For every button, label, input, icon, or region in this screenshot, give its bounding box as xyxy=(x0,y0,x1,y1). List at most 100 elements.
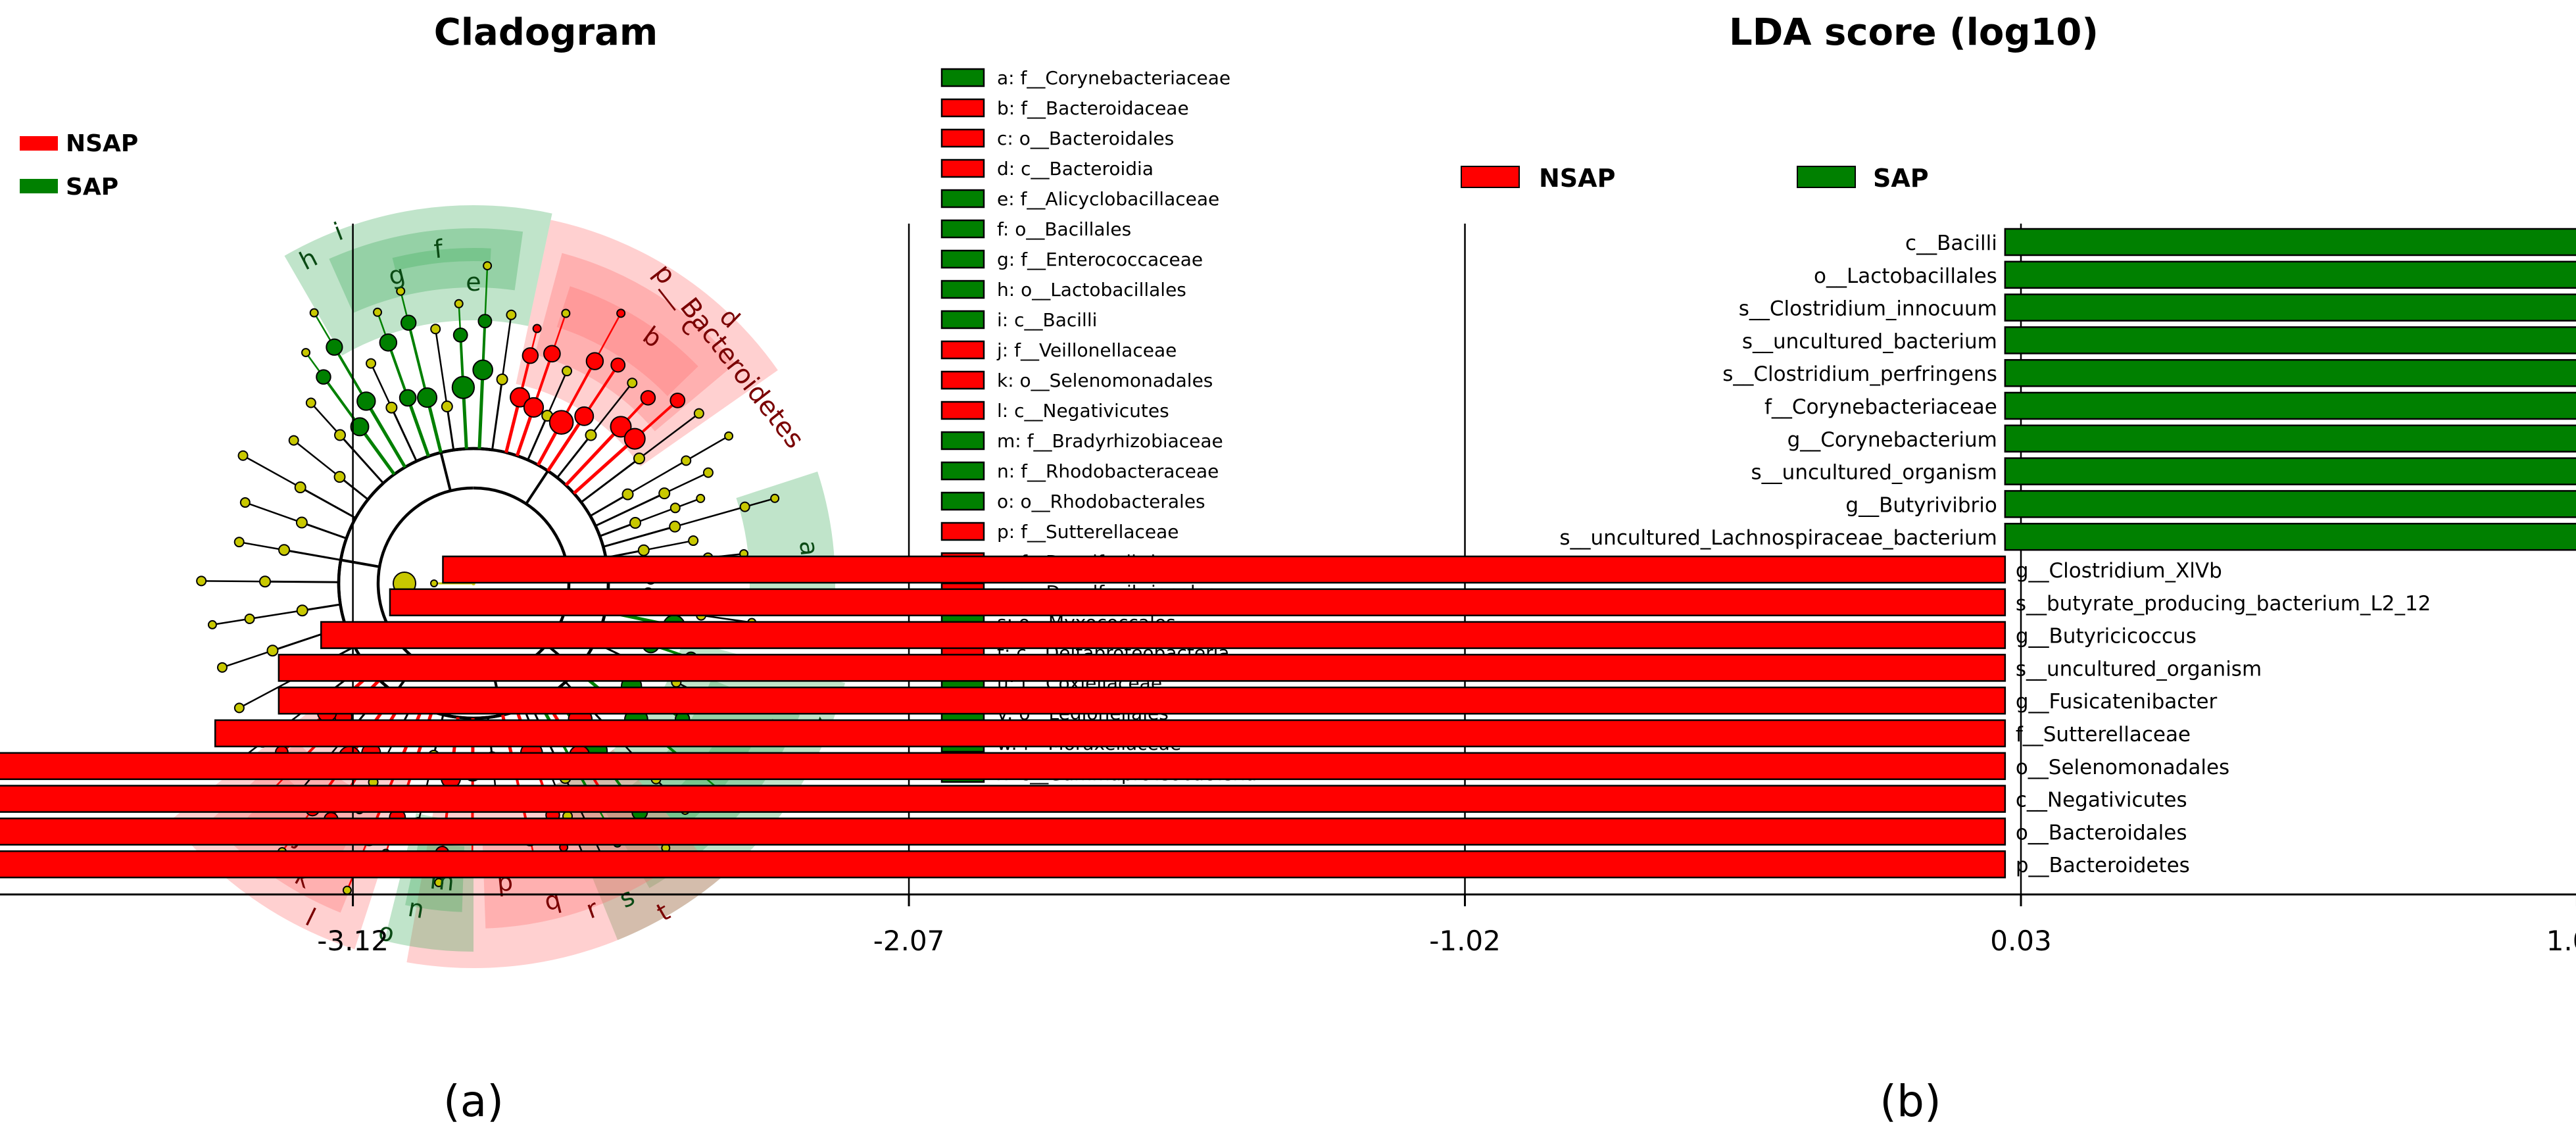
taxa-legend-swatch xyxy=(940,522,985,541)
tree-branch xyxy=(484,266,489,322)
lda-bars xyxy=(0,228,2576,879)
clade-shade xyxy=(384,813,474,952)
taxa-legend-label: j: f__Veillonellaceae xyxy=(996,339,1177,361)
taxa-legend-label: a: f__Corynebacteriaceae xyxy=(997,67,1230,89)
lda-bar xyxy=(0,752,2006,781)
tree-branch xyxy=(595,492,665,527)
tree-node xyxy=(739,501,750,512)
lda-bar xyxy=(2004,293,2576,322)
tree-branch xyxy=(407,322,429,399)
tree-branch xyxy=(406,397,430,457)
group-legend: NSAP SAP xyxy=(20,130,138,201)
tree-branch xyxy=(293,439,341,478)
tree-node xyxy=(334,429,347,441)
tree-node xyxy=(294,481,306,494)
taxa-legend-label: e: f__Alicyclobacillaceae xyxy=(997,188,1219,210)
tree-node xyxy=(430,324,441,335)
tree-node xyxy=(434,877,444,887)
tree-branch xyxy=(491,379,504,451)
tree-branch xyxy=(547,415,586,472)
tree-branch xyxy=(299,486,356,519)
tree-node xyxy=(523,397,545,418)
tree-node xyxy=(532,324,542,333)
tree-node xyxy=(239,497,251,508)
tree-node xyxy=(543,345,561,363)
taxa-legend-label: p: f__Sutterellaceae xyxy=(997,521,1179,543)
tree-node xyxy=(396,286,406,296)
tree-node xyxy=(237,450,249,461)
lda-x-ticks: -5.22-4.17-3.12-2.07-1.020.031.082.133.1… xyxy=(317,894,2576,957)
lda-bar-label: s__uncultured_organism xyxy=(1751,461,1997,485)
lda-tick-label: -3.12 xyxy=(317,925,389,957)
tree-branch xyxy=(602,525,675,548)
lda-tick-label: -2.07 xyxy=(873,925,945,957)
tree-branch xyxy=(594,312,622,362)
tree-node xyxy=(629,517,641,529)
lda-title: LDA score (log10) xyxy=(1729,11,2099,54)
tree-branch xyxy=(564,426,622,487)
lda-bar xyxy=(2004,424,2576,453)
tree-node xyxy=(417,387,438,408)
tree-branch xyxy=(643,539,694,551)
taxa-legend-label: m: f__Bradyrhizobiaceae xyxy=(997,430,1223,452)
tree-node xyxy=(216,662,228,673)
panel-b-caption: (b) xyxy=(1880,1076,1941,1127)
tree-node xyxy=(305,397,316,408)
lda-bar-label: c__Negativicutes xyxy=(2016,789,2187,812)
tree-node xyxy=(621,488,634,500)
tree-branch xyxy=(501,314,512,380)
lda-bar-label: s__uncultured_bacterium xyxy=(1742,329,1997,353)
tree-branch xyxy=(477,370,485,449)
tree-node xyxy=(385,401,398,414)
tree-node xyxy=(233,702,245,714)
lda-legend-nsap-swatch xyxy=(1461,166,1520,188)
tree-node xyxy=(451,376,475,399)
tree-node xyxy=(400,314,417,331)
lda-bar xyxy=(2004,457,2576,485)
lda-bar-label: o__Lactobacillales xyxy=(1814,264,1997,288)
taxa-legend-swatch xyxy=(940,310,985,329)
tree-node xyxy=(633,452,645,465)
tree-node xyxy=(441,401,453,413)
tree-node xyxy=(244,613,255,624)
tree-node xyxy=(669,520,681,533)
tree-branch xyxy=(599,522,636,537)
taxa-legend-swatch xyxy=(940,280,985,299)
tree-node xyxy=(770,493,780,503)
tree-branch xyxy=(245,501,303,524)
taxa-legend-label: g: f__Enterococcaceae xyxy=(997,249,1203,270)
taxa-legend-swatch xyxy=(940,159,985,178)
tree-branch xyxy=(239,541,285,551)
tree-node xyxy=(309,308,319,318)
tree-branch xyxy=(525,470,549,505)
tree-branch xyxy=(439,452,452,491)
tree-node xyxy=(669,392,686,408)
lda-bar xyxy=(214,719,2006,748)
tree-node xyxy=(724,431,734,441)
lda-tick-label: 1.08 xyxy=(2546,925,2576,957)
lda-bar xyxy=(2004,326,2576,354)
tree-node xyxy=(483,261,493,271)
lda-bar-label: o__Selenomonadales xyxy=(2016,756,2229,779)
taxa-legend-label: h: o__Lactobacillales xyxy=(997,279,1186,301)
lda-bar-label: g__Butyricicoccus xyxy=(2016,625,2197,648)
tree-branch xyxy=(590,382,633,436)
taxa-legend-swatch xyxy=(940,461,985,481)
tree-node xyxy=(454,299,464,308)
taxa-legend-swatch xyxy=(940,249,985,269)
tree-branch xyxy=(583,364,620,417)
taxa-legend-swatch xyxy=(940,431,985,451)
lda-bar-label: s__uncultured_Lachnospiraceae_bacterium xyxy=(1559,526,1997,550)
tree-node xyxy=(693,408,704,419)
tree-branch xyxy=(527,415,548,460)
tree-node xyxy=(196,575,207,587)
clade-shade xyxy=(392,248,491,271)
tree-branch xyxy=(222,650,273,669)
nsap-legend-label: NSAP xyxy=(66,130,138,157)
clade-letter: a xyxy=(794,539,824,557)
tree-branch xyxy=(302,603,341,612)
tree-node xyxy=(510,387,531,408)
tree-node xyxy=(696,493,706,503)
tree-node xyxy=(681,455,692,466)
